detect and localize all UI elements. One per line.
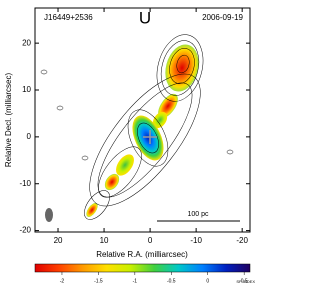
source-name: J16449+2536 <box>44 13 93 22</box>
x-tick-label: 10 <box>100 236 109 245</box>
x-tick-label: -20 <box>236 236 248 245</box>
y-tick-label: -20 <box>19 226 31 235</box>
jet-image <box>40 34 240 222</box>
chart: J16449+2536 U 2006-09-19 100 pc Relative… <box>4 7 255 284</box>
colorbar-tick-label: 0.5 <box>241 278 248 284</box>
colorbar <box>34 263 251 273</box>
colorbar-tick-label: -0.5 <box>167 278 176 284</box>
y-axis-label: Relative Decl. (milliarcsec) <box>4 73 13 168</box>
colorbar-tick-label: -1 <box>133 278 138 284</box>
colorbar-tick-label: -1.5 <box>94 278 103 284</box>
y-tick-label: 20 <box>22 38 31 47</box>
x-tick-label: 0 <box>148 236 153 245</box>
y-tick-label: 10 <box>22 85 31 94</box>
colorbar-tick-label: 0 <box>206 278 209 284</box>
band-label: U <box>139 8 151 27</box>
plot-frame <box>34 7 251 233</box>
x-axis-label: Relative R.A. (milliarcsec) <box>96 250 188 259</box>
date-label: 2006-09-19 <box>202 13 243 22</box>
y-tick-label: 0 <box>27 132 32 141</box>
scale-label: 100 pc <box>187 211 209 218</box>
colorbar-label: SP INDEX <box>236 279 255 284</box>
x-tick-label: 20 <box>54 236 63 245</box>
colorbar-tick-label: -2 <box>60 278 65 284</box>
x-tick-label: -10 <box>190 236 202 245</box>
y-tick-label: -10 <box>19 179 31 188</box>
